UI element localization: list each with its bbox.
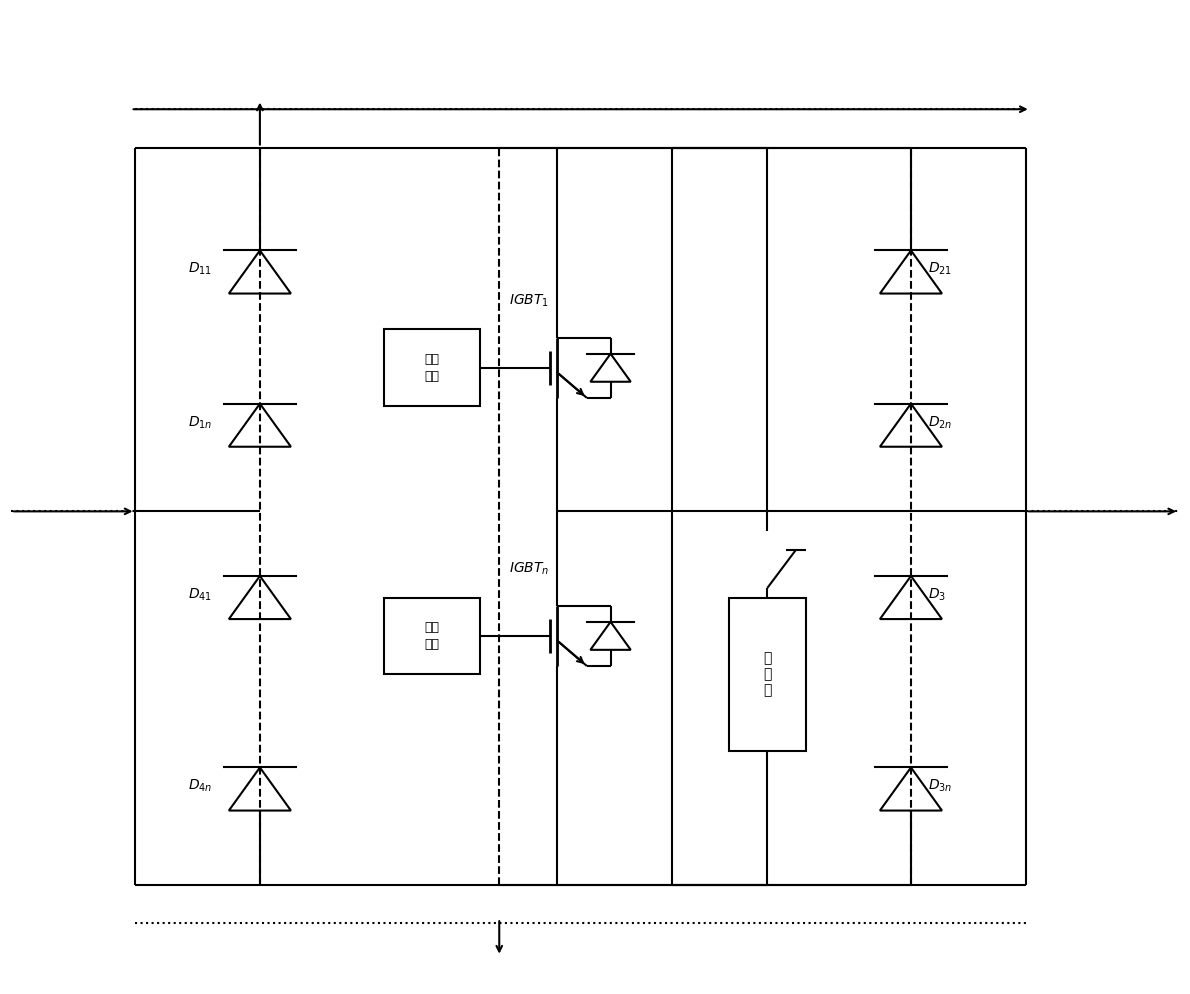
Text: $IGBT_n$: $IGBT_n$ xyxy=(509,561,549,577)
Text: 驱动
电路: 驱动 电路 xyxy=(425,353,440,383)
Text: $D_{21}$: $D_{21}$ xyxy=(928,261,952,277)
Text: $IGBT_1$: $IGBT_1$ xyxy=(509,292,549,309)
Text: $D_{41}$: $D_{41}$ xyxy=(188,586,212,602)
Text: 驱动
电路: 驱动 电路 xyxy=(425,621,440,651)
Text: 避
雷
器: 避 雷 器 xyxy=(763,651,771,698)
Text: $D_{1n}$: $D_{1n}$ xyxy=(188,414,213,430)
Text: $D_{4n}$: $D_{4n}$ xyxy=(188,778,213,794)
Text: $D_3$: $D_3$ xyxy=(928,586,946,602)
Text: $D_{3n}$: $D_{3n}$ xyxy=(928,778,952,794)
Bar xyxy=(384,329,480,406)
Text: $D_{2n}$: $D_{2n}$ xyxy=(928,414,952,430)
Text: $D_{11}$: $D_{11}$ xyxy=(188,261,212,277)
Bar xyxy=(384,597,480,674)
Bar xyxy=(729,597,806,750)
